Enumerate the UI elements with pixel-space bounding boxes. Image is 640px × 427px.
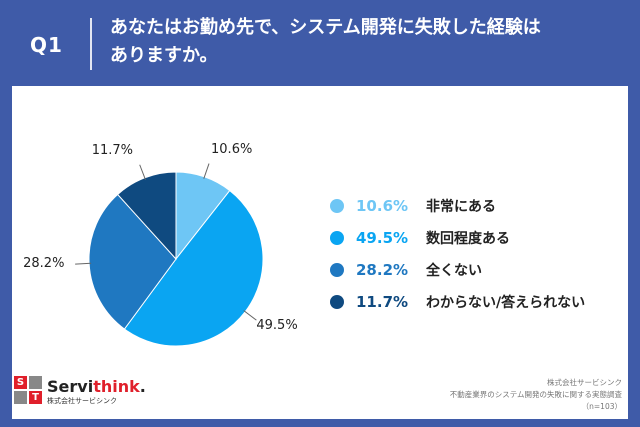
question-number: Q1: [30, 33, 63, 57]
legend: 10.6% 非常にある 49.5% 数回程度ある 28.2% 全くない 11.7…: [330, 190, 585, 318]
legend-value-2: 49.5%: [356, 229, 409, 247]
leader-line-2: [243, 310, 257, 321]
legend-value-4: 11.7%: [356, 293, 409, 311]
logo-name-main: Servi: [47, 377, 94, 396]
legend-dot-1: [330, 199, 344, 213]
legend-label-3: 全くない: [426, 263, 482, 279]
legend-dot-2: [330, 231, 344, 245]
legend-label-4: わからない/答えられない: [426, 295, 586, 311]
source-line1: 株式会社サービシンク: [547, 378, 622, 387]
legend-item-4: 11.7% わからない/答えられない: [330, 286, 585, 318]
source-line2: 不動産業界のシステム開発の失敗に関する実態調査: [449, 390, 622, 399]
leader-line-3: [75, 262, 92, 265]
pie-value-label-1: 10.6%: [211, 141, 253, 157]
header-divider: [90, 18, 92, 70]
leader-line-4: [139, 164, 146, 180]
legend-dot-4: [330, 295, 344, 309]
header: Q1 あなたはお勤め先で、システム開発に失敗した経験は ありますか。: [0, 0, 640, 82]
logo-name-dot: .: [139, 377, 146, 396]
legend-label-2: 数回程度ある: [426, 231, 510, 247]
pie-value-label-2: 49.5%: [256, 318, 298, 334]
source-note: 株式会社サービシンク 不動産業界のシステム開発の失敗に関する実態調査 （n=10…: [450, 377, 622, 413]
logo-cell-4: T: [29, 391, 42, 404]
logo-cell-3: [14, 391, 27, 404]
legend-item-3: 28.2% 全くない: [330, 254, 585, 286]
legend-value-3: 28.2%: [356, 261, 409, 279]
legend-value-1: 10.6%: [356, 197, 409, 215]
question-title-line2: ありますか。: [110, 45, 218, 66]
question-title: あなたはお勤め先で、システム開発に失敗した経験は ありますか。: [110, 14, 610, 70]
logo-name: Servithink.: [47, 377, 146, 396]
company-logo: S T Servithink. 株式会社サービシンク: [14, 376, 154, 416]
logo-mark: S T: [14, 376, 42, 404]
legend-item-2: 49.5% 数回程度ある: [330, 222, 585, 254]
legend-item-1: 10.6% 非常にある: [330, 190, 585, 222]
pie-chart: [75, 163, 264, 347]
logo-cell-1: S: [14, 376, 27, 389]
legend-label-1: 非常にある: [426, 199, 496, 215]
legend-dot-3: [330, 263, 344, 277]
logo-subtitle: 株式会社サービシンク: [47, 397, 117, 405]
leader-line-1: [203, 163, 210, 179]
chart-card: 10.6% 49.5% 28.2% 11.7% 10.6% 非常にある 49.5% 数…: [12, 86, 628, 419]
pie-value-label-3: 28.2%: [23, 256, 65, 272]
logo-name-accent: think: [93, 377, 140, 396]
question-title-line1: あなたはお勤め先で、システム開発に失敗した経験は: [110, 17, 541, 38]
logo-cell-2: [29, 376, 42, 389]
pie-value-label-4: 11.7%: [91, 142, 134, 158]
source-line3: （n=103）: [581, 402, 622, 411]
